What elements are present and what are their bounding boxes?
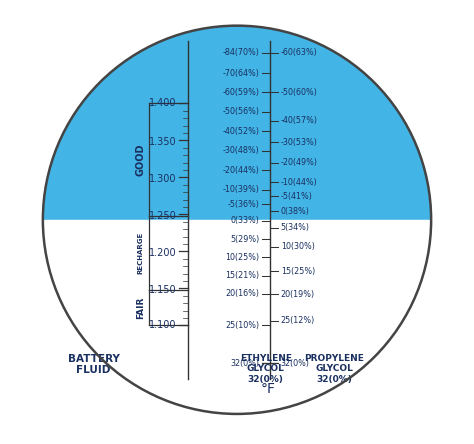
Text: 0(33%): 0(33%) xyxy=(231,217,259,226)
Text: -40(52%): -40(52%) xyxy=(222,127,259,136)
Text: 0(38%): 0(38%) xyxy=(281,207,310,216)
Text: 15(25%): 15(25%) xyxy=(281,266,315,276)
Text: 20(16%): 20(16%) xyxy=(226,289,259,298)
Text: -30(48%): -30(48%) xyxy=(223,146,259,155)
Text: -10(44%): -10(44%) xyxy=(281,178,318,186)
Text: 1.150: 1.150 xyxy=(149,285,176,295)
Text: -50(60%): -50(60%) xyxy=(281,88,318,97)
Text: 32(0%): 32(0%) xyxy=(281,359,310,368)
Text: -84(70%): -84(70%) xyxy=(223,48,259,57)
Text: -20(49%): -20(49%) xyxy=(281,158,318,167)
Text: BATTERY
FLUID: BATTERY FLUID xyxy=(68,354,119,375)
Text: -5(41%): -5(41%) xyxy=(281,192,312,201)
Text: -60(59%): -60(59%) xyxy=(222,88,259,97)
Text: RECHARGE: RECHARGE xyxy=(138,232,144,274)
Text: 25(10%): 25(10%) xyxy=(225,321,259,330)
Text: °F: °F xyxy=(260,382,275,396)
Text: 1.350: 1.350 xyxy=(149,137,176,147)
Circle shape xyxy=(43,26,431,414)
Text: 5(34%): 5(34%) xyxy=(281,223,310,232)
Text: 5(29%): 5(29%) xyxy=(230,235,259,244)
Text: ETHYLENE
GLYCOL
32(0%): ETHYLENE GLYCOL 32(0%) xyxy=(240,354,292,384)
Text: -5(36%): -5(36%) xyxy=(228,200,259,209)
Text: 1.400: 1.400 xyxy=(149,98,176,108)
Text: 10(30%): 10(30%) xyxy=(281,242,315,251)
Text: 25(12%): 25(12%) xyxy=(281,316,315,325)
Text: 1.100: 1.100 xyxy=(149,321,176,330)
Text: 1.250: 1.250 xyxy=(149,211,176,221)
Text: PROPYLENE
GLYCOL
32(0%): PROPYLENE GLYCOL 32(0%) xyxy=(304,354,364,384)
Text: 32(0%): 32(0%) xyxy=(230,359,259,368)
Text: 20(19%): 20(19%) xyxy=(281,290,315,299)
Polygon shape xyxy=(43,26,431,220)
Text: -30(53%): -30(53%) xyxy=(281,138,318,147)
Text: 1.300: 1.300 xyxy=(149,174,176,184)
Text: -40(57%): -40(57%) xyxy=(281,116,318,125)
Text: 10(25%): 10(25%) xyxy=(225,253,259,262)
Text: GOOD: GOOD xyxy=(136,143,146,176)
Text: -70(64%): -70(64%) xyxy=(223,68,259,78)
Text: -10(39%): -10(39%) xyxy=(223,185,259,194)
Text: FAIR: FAIR xyxy=(137,296,146,319)
Text: -50(56%): -50(56%) xyxy=(222,107,259,116)
Text: -60(63%): -60(63%) xyxy=(281,48,318,57)
Text: 1.200: 1.200 xyxy=(149,248,176,258)
Text: -20(44%): -20(44%) xyxy=(223,166,259,174)
Text: 15(21%): 15(21%) xyxy=(225,271,259,280)
